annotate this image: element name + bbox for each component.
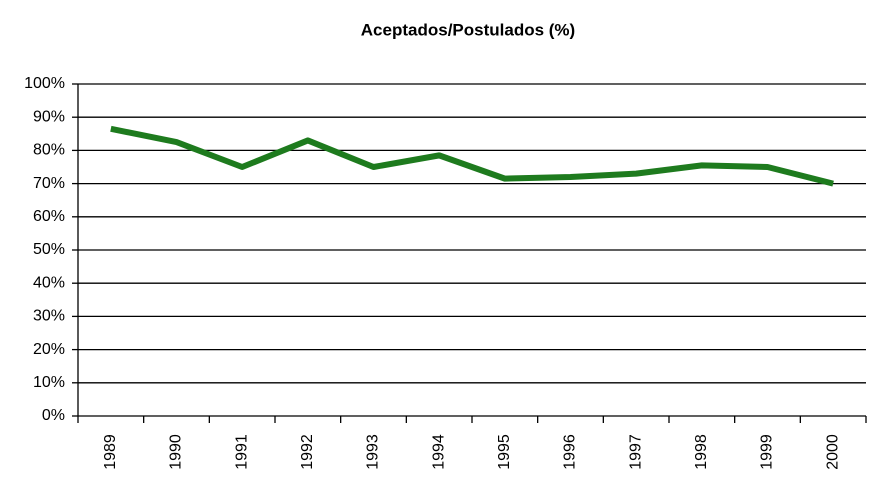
y-tick-label: 30% xyxy=(33,308,65,325)
y-tick-label: 50% xyxy=(33,241,65,258)
x-tick-label: 1997 xyxy=(627,434,644,470)
y-tick-label: 70% xyxy=(33,175,65,192)
x-tick-label: 1994 xyxy=(430,434,447,470)
y-tick-label: 40% xyxy=(33,274,65,291)
y-tick-label: 90% xyxy=(33,108,65,125)
y-tick-label: 100% xyxy=(24,75,65,92)
x-tick-label: 1998 xyxy=(693,434,710,470)
x-tick-label: 1991 xyxy=(233,434,250,470)
y-tick-label: 20% xyxy=(33,341,65,358)
x-tick-label: 2000 xyxy=(824,434,841,470)
y-tick-label: 10% xyxy=(33,374,65,391)
x-tick-label: 1990 xyxy=(168,434,185,470)
x-tick-label: 1993 xyxy=(365,434,382,470)
data-line xyxy=(110,125,834,187)
y-tick-label: 80% xyxy=(33,142,65,159)
x-tick-label: 1996 xyxy=(562,434,579,470)
x-tick-label: 1999 xyxy=(759,434,776,470)
x-tick-label: 1992 xyxy=(299,434,316,470)
x-tick-label: 1989 xyxy=(102,434,119,470)
x-tick-label: 1995 xyxy=(496,434,513,470)
chart-title: Aceptados/Postulados (%) xyxy=(361,20,575,39)
y-tick-label: 60% xyxy=(33,208,65,225)
y-tick-label: 0% xyxy=(42,407,65,424)
